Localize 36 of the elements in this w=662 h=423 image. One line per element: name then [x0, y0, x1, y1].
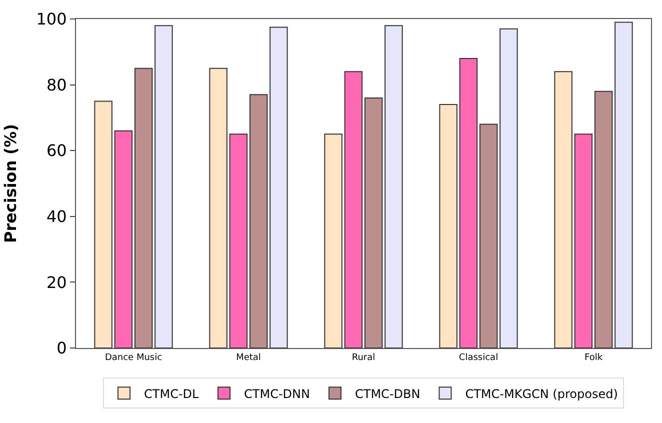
x-tick-label: Rural	[352, 352, 376, 363]
bar	[364, 97, 383, 348]
y-axis-title: Precision (%)	[1, 124, 20, 244]
legend-label: CTMC-DL	[144, 386, 200, 401]
legend-label: CTMC-DBN	[354, 386, 420, 401]
legend-label: CTMC-DNN	[244, 386, 310, 401]
x-tick-label: Metal	[236, 352, 261, 363]
y-tick-label: 40	[46, 207, 67, 226]
bar	[209, 68, 228, 348]
y-tick-label: 20	[46, 272, 67, 292]
x-tick-label: Folk	[584, 352, 604, 363]
y-tick-label: 60	[46, 141, 67, 160]
x-tick-label: Classical	[458, 352, 498, 363]
bar	[154, 25, 173, 348]
bar	[439, 104, 458, 348]
bar	[500, 28, 518, 348]
y-tick-label: 80	[46, 75, 67, 94]
bar	[459, 58, 478, 348]
bar	[479, 124, 498, 348]
bar	[114, 130, 133, 348]
legend-label: CTMC-MKGCN (proposed)	[465, 386, 618, 401]
bar	[384, 25, 403, 348]
bar	[249, 94, 268, 348]
bar	[614, 22, 633, 348]
bar	[324, 134, 342, 348]
x-tick-label: Dance Music	[104, 352, 162, 363]
bar	[554, 71, 572, 348]
bar	[229, 134, 248, 348]
bar	[594, 90, 613, 348]
bar	[344, 71, 363, 348]
bar	[270, 26, 288, 348]
bar	[574, 134, 593, 348]
y-tick-label: 0	[56, 338, 67, 358]
bar	[94, 100, 112, 348]
bar	[134, 68, 153, 348]
y-tick-label: 100	[36, 10, 67, 29]
